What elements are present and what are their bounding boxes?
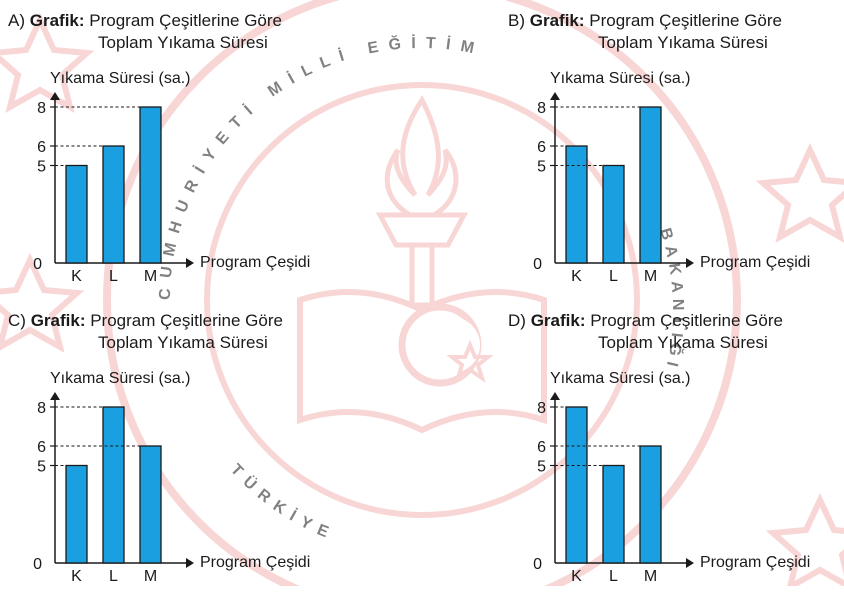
x-tick-label: K xyxy=(571,268,582,285)
bar xyxy=(65,464,88,564)
bar xyxy=(139,106,162,264)
title-line-1: Program Çeşitlerine Göre xyxy=(90,311,283,330)
seal-outer-ring xyxy=(103,0,741,586)
title-line-1: Program Çeşitlerine Göre xyxy=(89,11,283,30)
y-tick-label: 6 xyxy=(37,139,46,156)
chart-panel-a: A) Grafik: Program Çeşitlerine Göre Topl… xyxy=(0,0,422,293)
x-axis-arrow-icon xyxy=(186,258,194,268)
bar xyxy=(565,406,588,564)
star-icon xyxy=(755,142,844,244)
seal-torch-cup xyxy=(375,212,469,248)
y-tick-label: 5 xyxy=(537,159,546,176)
bar xyxy=(102,145,125,264)
grafik-word: Grafik: xyxy=(530,311,586,330)
bar-chart: Program Çeşidi 0 5 6 8 K L M xyxy=(33,392,310,585)
x-axis-arrow-icon xyxy=(686,258,694,268)
bar-chart: Program Çeşidi 0 5 6 8 K L M xyxy=(533,392,810,585)
bar-chart: Program Çeşidi 0 5 6 8 K L M xyxy=(33,92,310,285)
y-tick-label: 8 xyxy=(537,400,546,417)
x-tick-label: L xyxy=(609,268,618,285)
y-tick-label: 6 xyxy=(37,439,46,456)
x-tick-label: M xyxy=(644,568,657,585)
y-tick-label: 8 xyxy=(537,100,546,117)
bar xyxy=(639,445,662,564)
bar-chart: Program Çeşidi 0 5 6 8 K L M xyxy=(533,92,810,285)
x-axis-label: Program Çeşidi xyxy=(200,554,310,571)
grafik-word: Grafik: xyxy=(29,11,85,30)
y-axis-arrow-icon xyxy=(550,92,560,100)
x-tick-label: M xyxy=(144,568,157,585)
chart-title: C) Grafik: Program Çeşitlerine Göre Topl… xyxy=(8,310,283,354)
y-tick-label: 0 xyxy=(533,256,542,273)
y-axis-arrow-icon xyxy=(50,92,60,100)
y-axis-arrow-icon xyxy=(50,392,60,400)
option-label: D) xyxy=(508,311,526,330)
x-tick-label: L xyxy=(109,268,118,285)
bar xyxy=(565,145,588,264)
y-axis-label: Yıkama Süresi (sa.) xyxy=(50,70,191,87)
star-icon xyxy=(765,492,844,586)
star-icon xyxy=(446,339,494,383)
y-tick-label: 6 xyxy=(537,139,546,156)
star-icon xyxy=(0,252,85,354)
y-tick-label: 8 xyxy=(37,100,46,117)
x-tick-label: M xyxy=(144,268,157,285)
title-line-2: Toplam Yıkama Süresi xyxy=(98,33,268,52)
x-tick-label: L xyxy=(109,568,118,585)
bar xyxy=(602,164,625,264)
title-line-2: Toplam Yıkama Süresi xyxy=(598,333,768,352)
bar xyxy=(65,164,88,264)
x-axis-label: Program Çeşidi xyxy=(200,254,310,271)
y-tick-label: 8 xyxy=(37,400,46,417)
grafik-word: Grafik: xyxy=(529,11,585,30)
star-icon xyxy=(0,12,95,114)
y-tick-label: 0 xyxy=(33,556,42,573)
y-tick-label: 5 xyxy=(537,459,546,476)
x-tick-label: K xyxy=(71,268,82,285)
seal-inner-ring xyxy=(204,82,640,518)
y-axis-label: Yıkama Süresi (sa.) xyxy=(550,370,691,387)
seal-book xyxy=(297,289,547,434)
y-tick-label: 5 xyxy=(37,159,46,176)
chart-panel-c: C) Grafik: Program Çeşitlerine Göre Topl… xyxy=(0,300,422,593)
bar xyxy=(602,464,625,564)
chart-title: A) Grafik: Program Çeşitlerine Göre Topl… xyxy=(8,10,282,54)
title-line-1: Program Çeşitlerine Göre xyxy=(589,11,783,30)
x-axis-arrow-icon xyxy=(186,558,194,568)
title-line-1: Program Çeşitlerine Göre xyxy=(590,311,783,330)
y-tick-label: 6 xyxy=(537,439,546,456)
x-axis-label: Program Çeşidi xyxy=(700,554,810,571)
y-tick-label: 5 xyxy=(37,459,46,476)
x-tick-label: K xyxy=(71,568,82,585)
x-tick-label: K xyxy=(571,568,582,585)
title-line-2: Toplam Yıkama Süresi xyxy=(98,333,268,352)
x-axis-label: Program Çeşidi xyxy=(700,254,810,271)
bar xyxy=(102,406,125,564)
bar xyxy=(639,106,662,264)
title-line-2: Toplam Yıkama Süresi xyxy=(598,33,768,52)
option-label: A) xyxy=(8,11,25,30)
y-tick-label: 0 xyxy=(33,256,42,273)
y-axis-label: Yıkama Süresi (sa.) xyxy=(550,70,691,87)
grafik-word: Grafik: xyxy=(30,311,86,330)
chart-panel-d: D) Grafik: Program Çeşitlerine Göre Topl… xyxy=(500,300,844,593)
y-axis-arrow-icon xyxy=(550,392,560,400)
chart-title: B) Grafik: Program Çeşitlerine Göre Topl… xyxy=(508,10,782,54)
x-axis-arrow-icon xyxy=(686,558,694,568)
x-tick-label: L xyxy=(609,568,618,585)
y-tick-label: 0 xyxy=(533,556,542,573)
chart-panel-b: B) Grafik: Program Çeşitlerine Göre Topl… xyxy=(500,0,844,293)
x-tick-label: M xyxy=(644,268,657,285)
option-label: C) xyxy=(8,311,26,330)
seal-torch-handle xyxy=(409,242,435,308)
chart-title: D) Grafik: Program Çeşitlerine Göre Topl… xyxy=(508,310,783,354)
y-axis-label: Yıkama Süresi (sa.) xyxy=(50,370,191,387)
bar xyxy=(139,445,162,564)
option-label: B) xyxy=(508,11,525,30)
